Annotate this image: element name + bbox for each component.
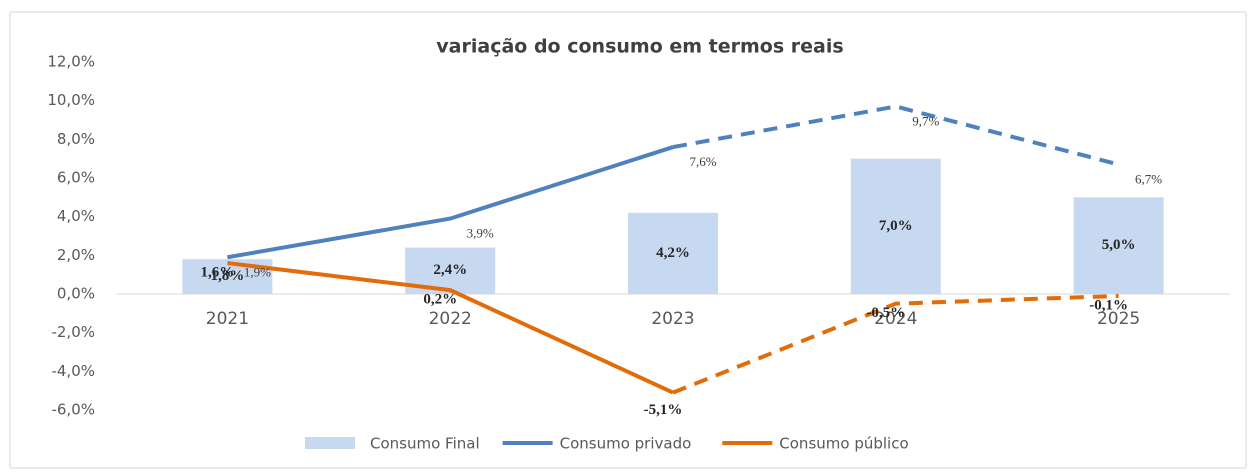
chart-title: variação do consumo em termos reais [436,36,843,58]
x-tick-label: 2025 [1097,309,1140,329]
y-tick-label: -2,0% [51,323,95,341]
bar [1073,197,1164,294]
data-label: 3,9% [467,226,494,241]
data-label: -0,5% [866,305,905,321]
x-tick-label: 2022 [429,309,472,329]
line-series [672,293,1119,395]
legend-label: Consumo privado [560,435,692,453]
data-label: -5,1% [644,402,683,418]
y-tick-label: 4,0% [57,207,95,225]
y-tick-label: 12,0% [47,53,95,71]
x-tick-label: 2021 [206,309,249,329]
bar [850,158,941,294]
data-label: 7,0% [879,218,913,234]
legend-label: Consumo público [779,435,908,453]
y-tick-label: 0,0% [57,285,95,303]
y-tick-label: -4,0% [51,362,95,380]
y-tick-label: 10,0% [47,91,95,109]
data-label: 9,7% [912,113,939,128]
data-label: 6,7% [1135,171,1162,186]
x-tick-label: 2023 [651,309,694,329]
y-tick-label: 2,0% [57,246,95,264]
line-series [672,104,1120,167]
data-label: 1,6% [201,265,235,281]
data-label: 4,2% [656,245,690,261]
data-label: -0,1% [1089,297,1128,313]
legend-swatch [305,437,355,449]
data-label: 5,0% [1102,237,1136,253]
line-series [227,145,674,260]
data-label: 1,8% [211,268,245,284]
x-tick-label: 2024 [874,309,917,329]
data-label: 1,9% [244,264,271,279]
data-label: 0,2% [423,292,457,308]
line-series [227,261,674,395]
y-tick-label: 6,0% [57,169,95,187]
data-label: 7,6% [689,154,716,169]
bar [628,212,718,294]
y-tick-label: 8,0% [57,130,95,148]
legend-label: Consumo Final [370,435,480,453]
data-label: 2,4% [433,262,467,278]
y-tick-label: -6,0% [51,401,95,419]
